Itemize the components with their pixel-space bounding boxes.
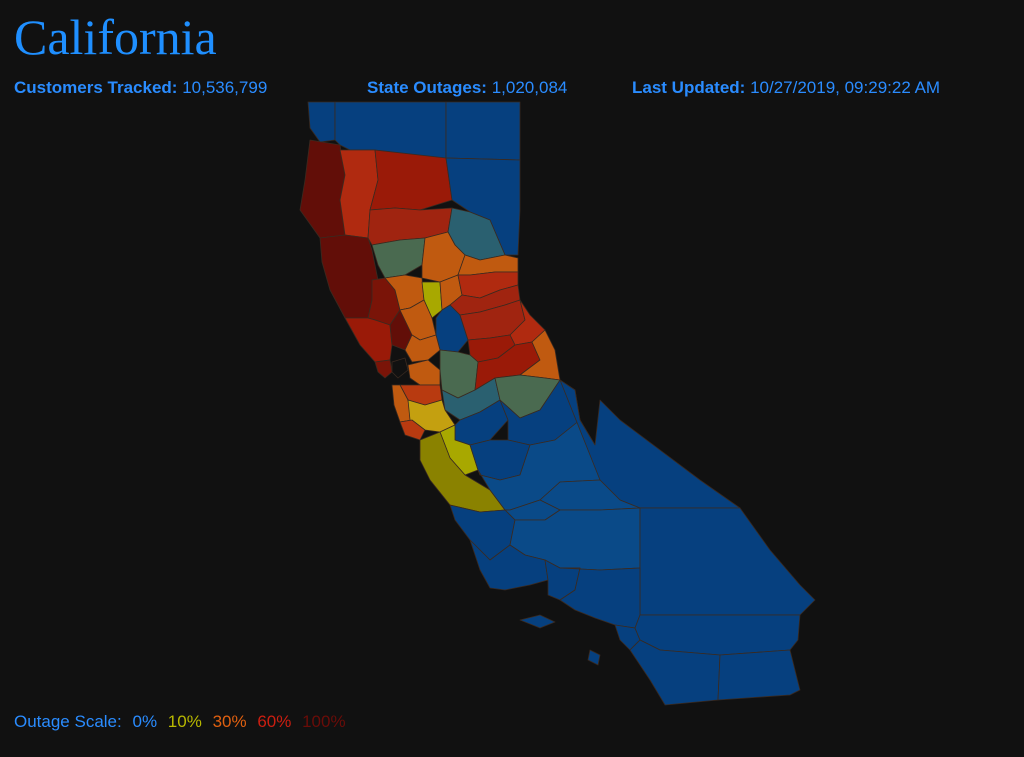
county-humboldt[interactable] xyxy=(299,139,346,239)
county-sf-bay[interactable] xyxy=(391,357,409,379)
legend-step-30: 30% xyxy=(212,712,247,731)
county-mendocino[interactable] xyxy=(319,234,379,319)
legend-label: Outage Scale: xyxy=(14,712,122,731)
customers-tracked-label: Customers Tracked: xyxy=(14,78,178,97)
last-updated-stat: Last Updated: 10/27/2019, 09:29:22 AM xyxy=(632,77,940,99)
county-del-norte[interactable] xyxy=(307,101,336,143)
county-glenn[interactable] xyxy=(371,237,426,279)
county-san-bernardino[interactable] xyxy=(639,507,816,616)
catalina-island xyxy=(587,649,601,666)
legend-step-100: 100% xyxy=(302,712,346,731)
last-updated-label: Last Updated: xyxy=(632,78,746,97)
county-los-angeles[interactable] xyxy=(559,567,641,629)
legend-step-0: 0% xyxy=(132,712,158,731)
state-outages-stat: State Outages: 1,020,084 xyxy=(367,77,567,99)
last-updated-value: 10/27/2019, 09:29:22 AM xyxy=(750,78,941,97)
county-solano[interactable] xyxy=(404,334,441,363)
state-outages-value: 1,020,084 xyxy=(491,78,568,97)
legend-step-60: 60% xyxy=(257,712,292,731)
county-modoc[interactable] xyxy=(445,101,521,161)
county-shasta[interactable] xyxy=(369,149,453,211)
county-contra-costa[interactable] xyxy=(407,359,441,386)
county-santa-cruz[interactable] xyxy=(399,419,426,441)
county-sonoma[interactable] xyxy=(344,317,393,363)
outage-scale-legend: Outage Scale: 0% 10% 30% 60% 100% xyxy=(14,711,352,733)
channel-islands xyxy=(519,614,556,629)
customers-tracked-stat: Customers Tracked: 10,536,799 xyxy=(14,77,267,99)
state-outages-label: State Outages: xyxy=(367,78,487,97)
legend-step-10: 10% xyxy=(167,712,202,731)
county-sutter[interactable] xyxy=(421,281,443,319)
page-title: California xyxy=(14,9,217,65)
county-riverside[interactable] xyxy=(634,614,801,656)
county-marin[interactable] xyxy=(374,359,393,379)
county-san-joaquin[interactable] xyxy=(439,349,479,399)
county-imperial[interactable] xyxy=(717,649,801,701)
customers-tracked-value: 10,536,799 xyxy=(182,78,268,97)
